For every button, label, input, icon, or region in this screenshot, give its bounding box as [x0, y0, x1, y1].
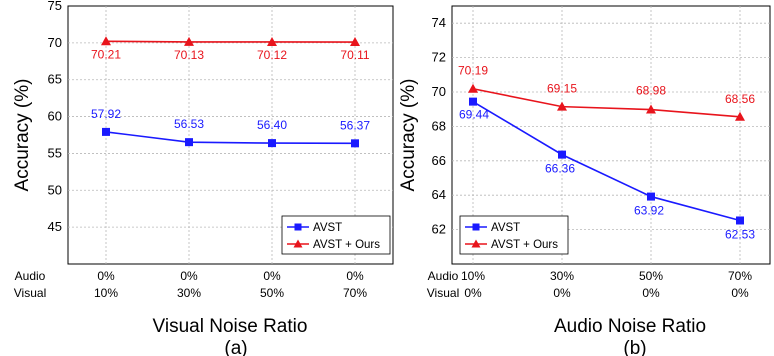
- y-tick-label: 75: [48, 0, 62, 13]
- chart-panel-a: 45 50 55 60 65 70 75 Accuracy (%) Audio Visual 0% 1…: [12, 0, 394, 356]
- x-tick-label-audio: 0%: [346, 269, 364, 283]
- legend-box: [459, 215, 569, 255]
- data-point-marker: [268, 139, 276, 148]
- x-row-label-visual: Visual: [427, 286, 459, 300]
- x-tick-label-audio: 70%: [728, 269, 752, 283]
- x-tick-label-visual: 0%: [731, 286, 749, 300]
- y-tick-label: 55: [48, 145, 62, 160]
- data-point-marker: [185, 138, 193, 147]
- data-point-marker: [646, 104, 656, 114]
- data-point-marker: [102, 127, 110, 136]
- legend-entry-label: AVST + Ours: [491, 239, 558, 251]
- x-tick-label-visual: 0%: [642, 286, 660, 300]
- data-label: 68.56: [725, 92, 755, 106]
- y-tick-label: 60: [48, 109, 62, 124]
- x-tick-label-visual: 30%: [177, 286, 201, 300]
- legend-swatch-marker: [472, 223, 480, 231]
- x-row-label-audio: Audio: [428, 269, 459, 283]
- series-line-avst-ours: [105, 40, 356, 43]
- data-point-marker: [557, 101, 567, 111]
- data-point-marker: [735, 111, 745, 121]
- data-point-marker: [101, 36, 111, 46]
- data-point-marker: [647, 192, 655, 201]
- x-tick-label-audio: 0%: [180, 269, 198, 283]
- data-label: 70.11: [340, 48, 369, 62]
- x-row-label-visual: Visual: [14, 286, 46, 300]
- y-tick-label: 45: [48, 219, 62, 234]
- x-tick-label-audio: 50%: [639, 269, 663, 283]
- data-label: 70.19: [458, 64, 488, 78]
- legend-swatch-marker: [471, 239, 481, 248]
- panel-label: (b): [623, 338, 646, 356]
- x-row-label-audio: Audio: [15, 269, 46, 283]
- chart-panel-b: 62 64 66 68 70 72 74 Accuracy (%) Audio Visual10%…: [398, 5, 771, 356]
- y-tick-label: 74: [432, 15, 446, 30]
- legend-swatch-marker: [293, 239, 303, 248]
- data-point-marker: [184, 36, 194, 46]
- x-tick-label-visual: 0%: [464, 286, 482, 300]
- data-label: 62.53: [725, 227, 755, 241]
- data-label: 63.92: [634, 204, 664, 218]
- legend-entry-label: AVST + Ours: [313, 239, 380, 251]
- x-tick-label-audio: 30%: [550, 269, 574, 283]
- y-tick-label: 70: [48, 35, 62, 50]
- y-tick-label: 50: [48, 182, 62, 197]
- data-label: 56.37: [340, 118, 370, 132]
- legend-box: [281, 215, 391, 255]
- y-tick-label: 62: [432, 222, 446, 237]
- x-tick-label-visual: 70%: [343, 286, 367, 300]
- legend-swatch-marker: [294, 223, 302, 231]
- series-line-avst: [472, 100, 741, 222]
- series-line-avst: [105, 131, 356, 145]
- data-label: 69.44: [459, 108, 489, 122]
- data-point-marker: [351, 139, 359, 148]
- data-point-marker: [468, 83, 478, 93]
- y-tick-label: 64: [432, 187, 446, 202]
- x-axis-label: Visual Noise Ratio: [153, 316, 308, 337]
- data-label: 70.13: [174, 48, 204, 62]
- y-tick-label: 66: [432, 153, 446, 168]
- y-tick-label: 70: [432, 84, 446, 99]
- x-tick-label-audio: 0%: [263, 269, 281, 283]
- data-point-marker: [736, 216, 744, 225]
- x-tick-label-visual: 10%: [94, 286, 118, 300]
- series-line-avst-ours: [472, 87, 741, 118]
- data-label: 70.12: [257, 48, 287, 62]
- data-label: 66.36: [545, 162, 575, 176]
- data-label: 68.98: [636, 84, 666, 98]
- data-label: 56.40: [257, 118, 287, 132]
- data-point-marker: [267, 36, 277, 46]
- x-tick-label-visual: 0%: [553, 286, 571, 300]
- legend-entry-label: AVST: [491, 222, 520, 234]
- panel-label: (a): [224, 338, 247, 356]
- data-label: 56.53: [174, 117, 204, 131]
- y-axis-label: Accuracy (%): [398, 79, 419, 192]
- data-label: 70.21: [91, 47, 121, 61]
- data-point-marker: [350, 37, 360, 47]
- y-axis-label: Accuracy (%): [12, 79, 33, 192]
- legend-entry-label: AVST: [313, 222, 342, 234]
- y-tick-label: 72: [432, 50, 446, 65]
- y-tick-label: 65: [48, 72, 62, 87]
- data-point-marker: [558, 150, 566, 159]
- x-tick-label-audio: 10%: [461, 269, 485, 283]
- data-label: 69.15: [547, 82, 577, 96]
- data-point-marker: [469, 97, 477, 106]
- y-tick-label: 68: [432, 118, 446, 133]
- x-axis-label: Audio Noise Ratio: [554, 316, 706, 337]
- data-label: 57.92: [91, 107, 121, 121]
- x-tick-label-audio: 0%: [97, 269, 115, 283]
- x-tick-label-visual: 50%: [260, 286, 284, 300]
